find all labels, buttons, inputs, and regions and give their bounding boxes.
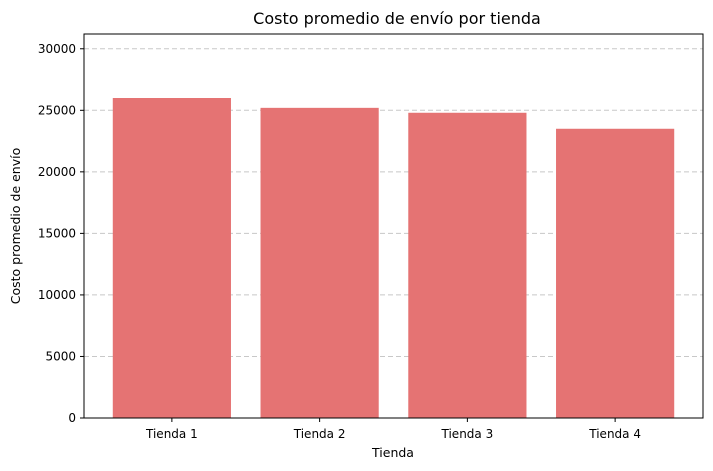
y-tick-label: 5000 (45, 349, 76, 363)
y-tick-label: 0 (68, 411, 76, 425)
y-tick-label: 20000 (38, 165, 76, 179)
y-tick-label: 25000 (38, 103, 76, 117)
chart-title: Costo promedio de envío por tienda (253, 9, 541, 28)
bar-tienda-2 (260, 107, 379, 418)
bar-tienda-4 (556, 128, 675, 418)
bar-tienda-1 (112, 98, 231, 418)
plot-frame (83, 33, 704, 419)
y-tick-label: 15000 (38, 226, 76, 240)
bar-tienda-3 (408, 112, 527, 419)
x-axis-ticks: Tienda 1 Tienda 2 Tienda 3 Tienda 4 (145, 418, 641, 441)
y-tick-label: 30000 (38, 42, 76, 56)
x-tick-label: Tienda 3 (441, 427, 494, 441)
bars (112, 98, 675, 419)
x-tick-label: Tienda 4 (588, 427, 641, 441)
y-axis-label: Costo promedio de envío (8, 148, 23, 304)
y-axis-ticks: 0 5000 10000 15000 20000 25000 30000 (38, 42, 84, 425)
x-axis-label: Tienda (371, 445, 414, 460)
x-tick-label: Tienda 2 (293, 427, 346, 441)
x-tick-label: Tienda 1 (145, 427, 198, 441)
y-tick-label: 10000 (38, 288, 76, 302)
